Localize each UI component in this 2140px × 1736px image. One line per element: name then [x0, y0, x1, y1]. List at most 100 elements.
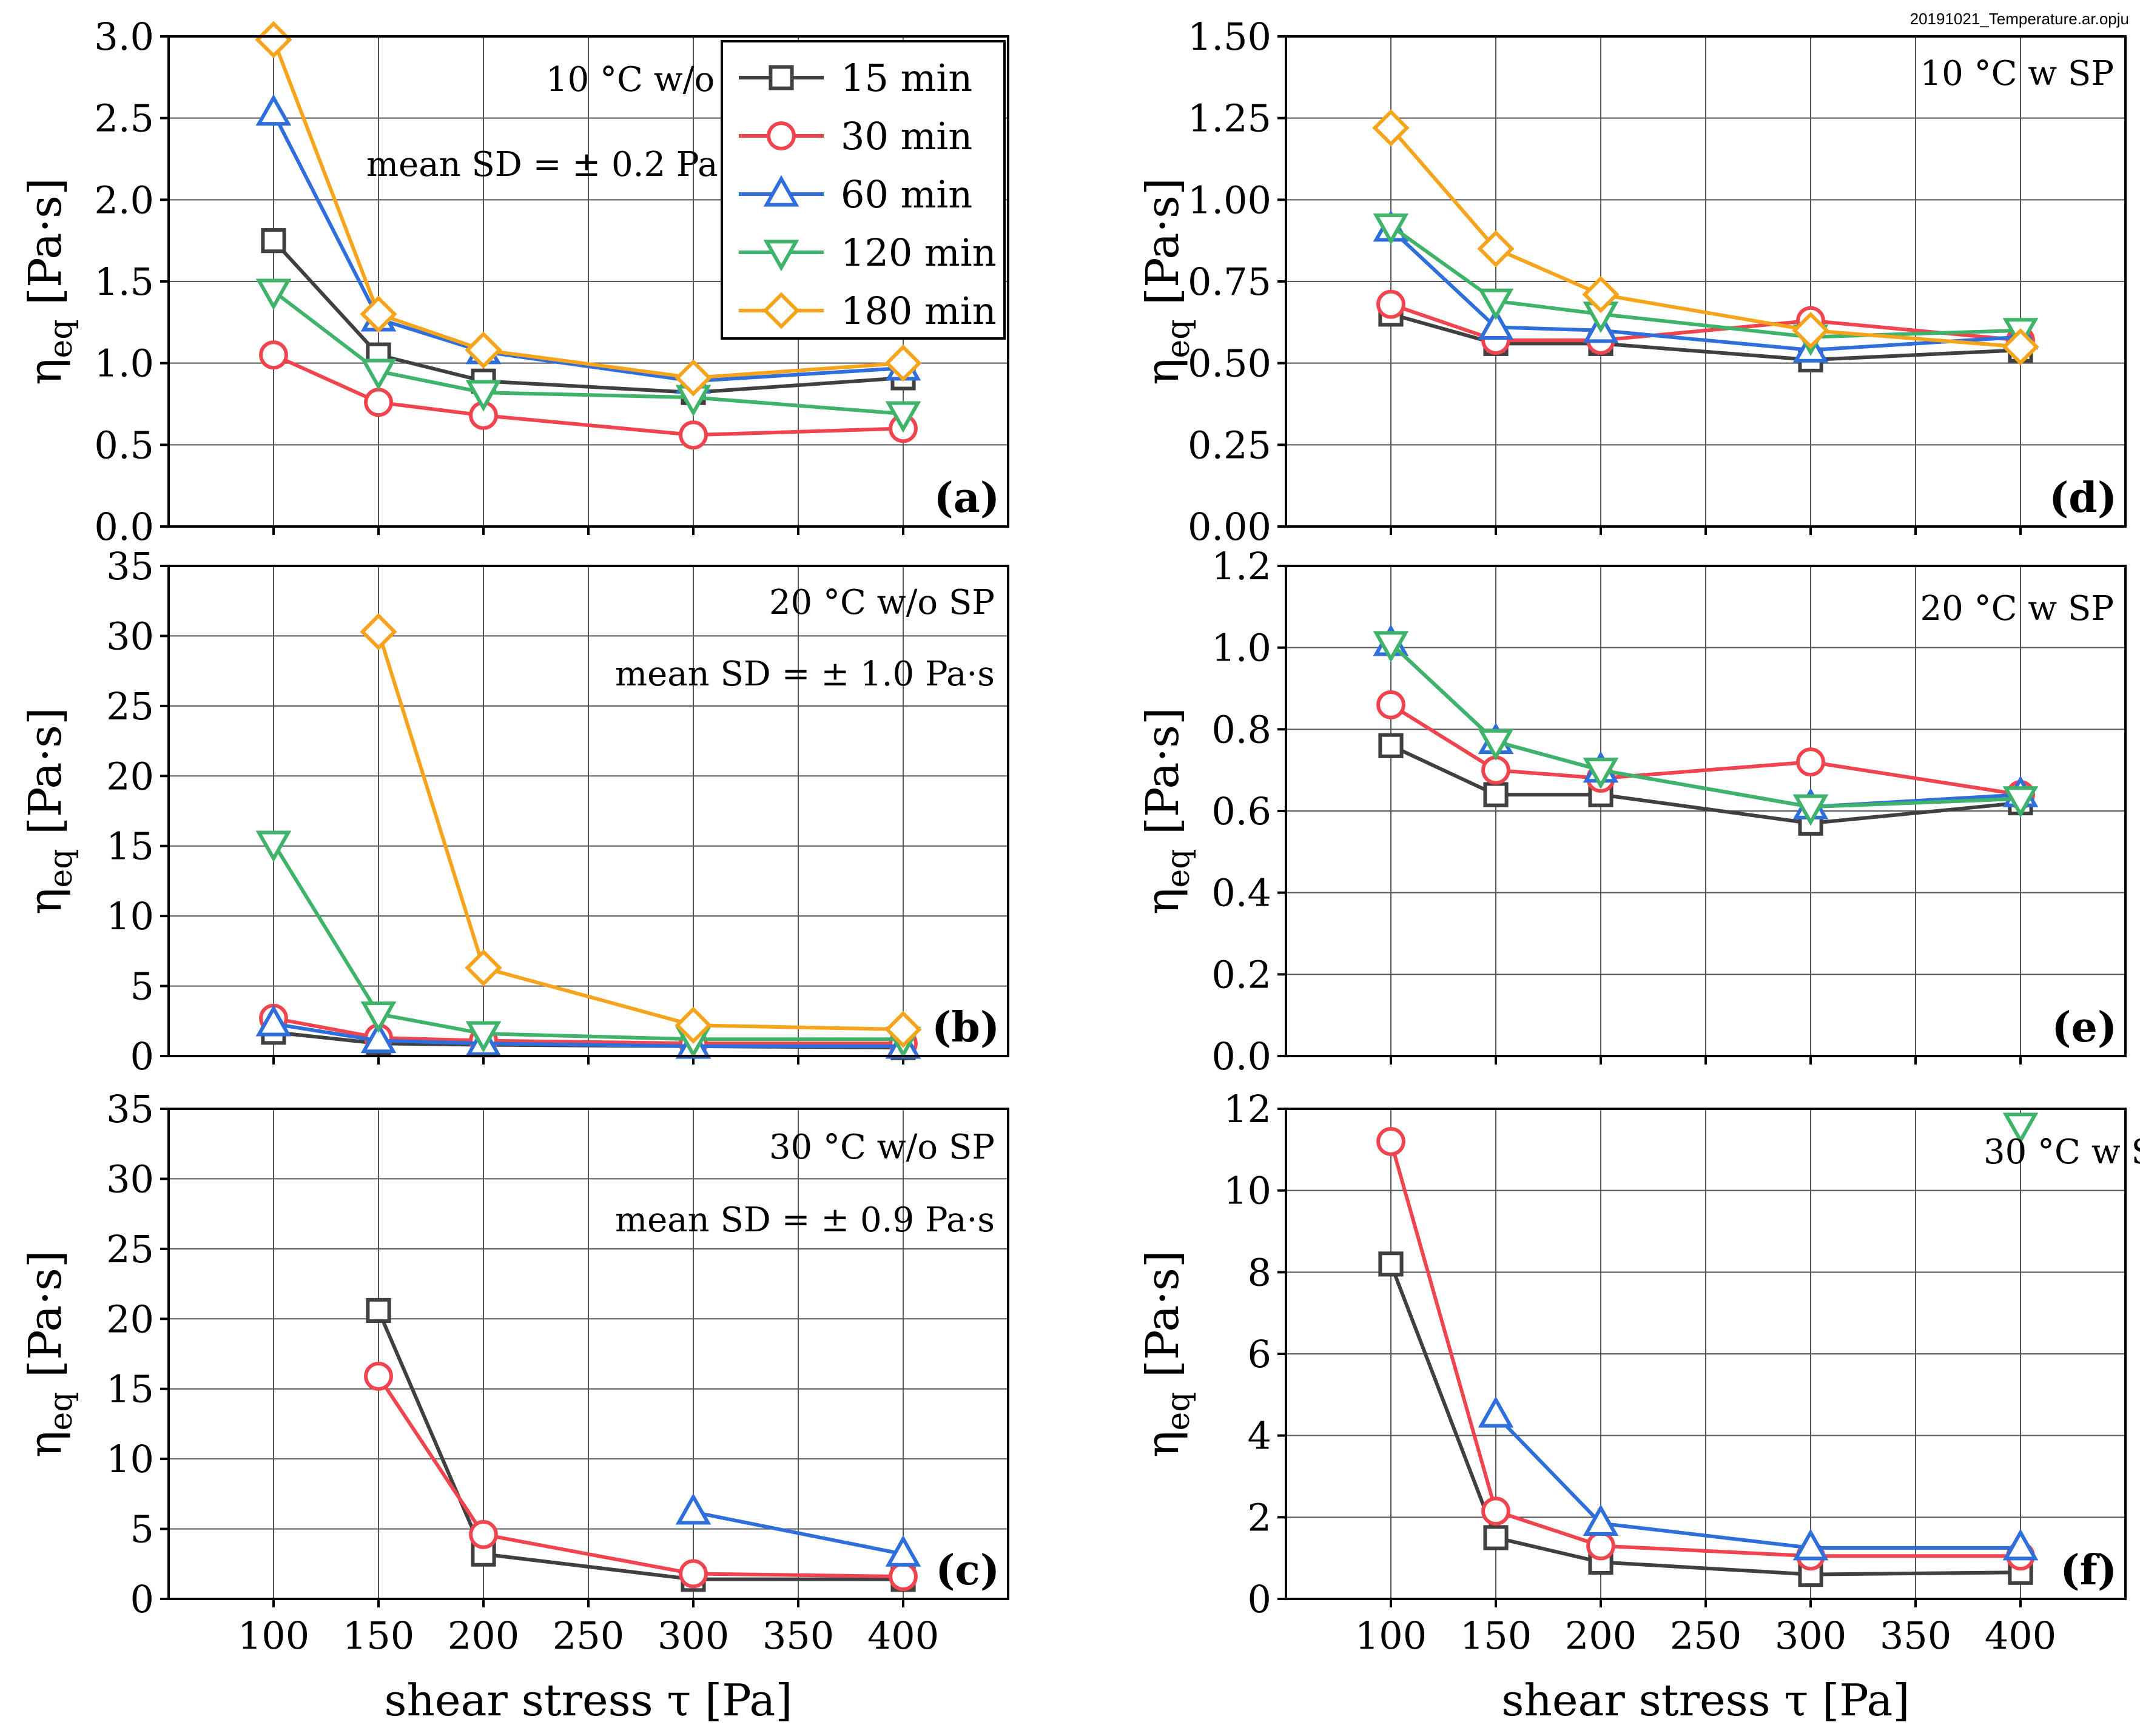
x-tick-label: 150: [1460, 1613, 1532, 1658]
point-120-min: [885, 401, 921, 433]
point-60-min: [2002, 1529, 2039, 1561]
plot-frame: [1285, 1108, 2127, 1600]
point-30-min: [1481, 755, 1510, 785]
y-tick-label: 2.0: [94, 178, 154, 222]
y-tick-label: 10: [106, 894, 154, 938]
x-tick-label: 400: [867, 1613, 939, 1658]
series-line-60-min: [1494, 1413, 2021, 1550]
y-label-eta: η: [1137, 358, 1189, 385]
condition-label: 20 °C w/o SP: [769, 583, 995, 622]
point-120-min: [1792, 794, 1829, 826]
plot-frame: [167, 565, 1009, 1057]
series-line-180-min: [377, 631, 904, 1032]
point-120-min: [1583, 758, 1619, 790]
y-tick-label: 20: [106, 1297, 154, 1341]
point-60-min: [360, 1021, 397, 1054]
point-30-min: [1796, 747, 1825, 777]
x-tick-label: 100: [238, 1613, 309, 1658]
point-60-min: [885, 1535, 921, 1567]
x-tick-label: 400: [1985, 1613, 2056, 1658]
y-tick-label: 0.0: [1211, 1034, 1271, 1078]
y-label-eta: η: [19, 358, 72, 385]
legend: 15 min 30 min 60 min 120 min 180 min: [721, 40, 1006, 340]
y-axis-label: ηeq [Pa·s]: [19, 178, 79, 385]
point-15-min: [1483, 1525, 1509, 1550]
y-axis-label: ηeq [Pa·s]: [1137, 707, 1197, 915]
point-180-min: [1372, 109, 1410, 147]
x-tick-label: 250: [1670, 1613, 1741, 1658]
point-120-min: [2002, 1112, 2039, 1145]
point-15-min: [1378, 1251, 1404, 1277]
series-line-30-min: [377, 1375, 904, 1579]
point-15-min: [261, 228, 286, 254]
panel-b: 0 5 10 15 20 25 30 35 ηeq [Pa·s] 20 °C w/o SP mean…: [19, 544, 1009, 1078]
y-tick-label: 5: [130, 1507, 154, 1552]
y-label-subscript: eq: [1160, 1391, 1197, 1430]
point-30-min: [1376, 1126, 1405, 1156]
legend-marker: [762, 292, 800, 329]
point-120-min: [465, 1021, 502, 1053]
y-tick-label: 1.50: [1188, 15, 1271, 59]
y-label-unit: [Pa·s]: [19, 707, 72, 849]
y-tick-label: 0.6: [1211, 789, 1271, 833]
y-axis-label: ηeq [Pa·s]: [19, 1250, 79, 1458]
point-30-min: [679, 420, 708, 450]
y-axis-label: ηeq [Pa·s]: [19, 707, 79, 915]
panel-label: (e): [2051, 1003, 2117, 1052]
panel-f: 0 2 4 6 8 10 12 100 150 200 250 300 350 400 shear stre…: [1137, 1087, 2140, 1726]
x-axis-label: shear stress τ [Pa]: [385, 1675, 793, 1726]
panel-c: 0 5 10 15 20 25 30 35 100 150 200 250 300 350 400 shear…: [19, 1087, 1009, 1726]
legend-marker: [767, 121, 796, 150]
y-label-unit: [Pa·s]: [1137, 1250, 1189, 1391]
point-120-min: [1373, 213, 1409, 245]
x-axis-label: shear stress τ [Pa]: [1502, 1675, 1910, 1726]
point-60-min: [1583, 1504, 1619, 1536]
point-180-min: [1792, 312, 1829, 349]
y-label-subscript: eq: [43, 849, 79, 887]
y-tick-label: 30: [106, 1157, 154, 1201]
y-tick-label: 0.50: [1188, 341, 1271, 386]
point-15-min: [1483, 782, 1509, 807]
y-label-eta: η: [1137, 888, 1189, 915]
legend-box: [721, 40, 1006, 340]
y-tick-label: 8: [1248, 1250, 1271, 1294]
x-tick-label: 350: [762, 1613, 834, 1658]
mean-sd-label: mean SD = ± 0.2 Pa·s: [366, 145, 746, 184]
y-tick-label: 1.00: [1188, 178, 1271, 222]
plot-frame: [1285, 35, 2127, 528]
y-label-eta: η: [1137, 1431, 1189, 1458]
panel-label: (f): [2060, 1546, 2117, 1595]
y-tick-label: 5: [130, 964, 154, 1009]
point-30-min: [679, 1559, 708, 1589]
point-30-min: [469, 1519, 498, 1549]
y-tick-label: 20: [106, 754, 154, 798]
condition-label: 30 °C w/o SP: [769, 1128, 995, 1167]
x-tick-label: 300: [658, 1613, 729, 1658]
condition-label: 20 °C w SP: [1920, 589, 2114, 628]
legend-entry: 180 min: [841, 289, 997, 333]
point-180-min: [465, 949, 502, 987]
y-tick-label: 6: [1248, 1332, 1271, 1376]
y-axis-label: ηeq [Pa·s]: [1137, 1250, 1197, 1458]
point-30-min: [889, 1562, 918, 1591]
legend-marker: [763, 240, 799, 272]
point-180-min: [1582, 275, 1620, 314]
point-180-min: [255, 21, 292, 59]
y-tick-label: 0: [1248, 1577, 1271, 1621]
point-180-min: [1477, 230, 1515, 267]
panel-label: (d): [2049, 474, 2117, 522]
point-60-min: [255, 1004, 292, 1037]
point-180-min: [360, 613, 397, 651]
y-label-unit: [Pa·s]: [19, 1250, 72, 1391]
legend-marker: [763, 175, 799, 207]
panel-label: (b): [932, 1003, 1000, 1052]
condition-label: 10 °C w SP: [1920, 54, 2114, 93]
y-axis-label: ηeq [Pa·s]: [1137, 178, 1197, 385]
y-label-eta: η: [19, 1431, 72, 1458]
point-120-min: [360, 358, 397, 391]
y-tick-label: 10: [1223, 1169, 1271, 1213]
y-tick-label: 0.2: [1211, 952, 1271, 997]
y-tick-label: 4: [1248, 1414, 1271, 1458]
point-120-min: [465, 380, 502, 412]
y-tick-label: 0.75: [1188, 260, 1271, 304]
